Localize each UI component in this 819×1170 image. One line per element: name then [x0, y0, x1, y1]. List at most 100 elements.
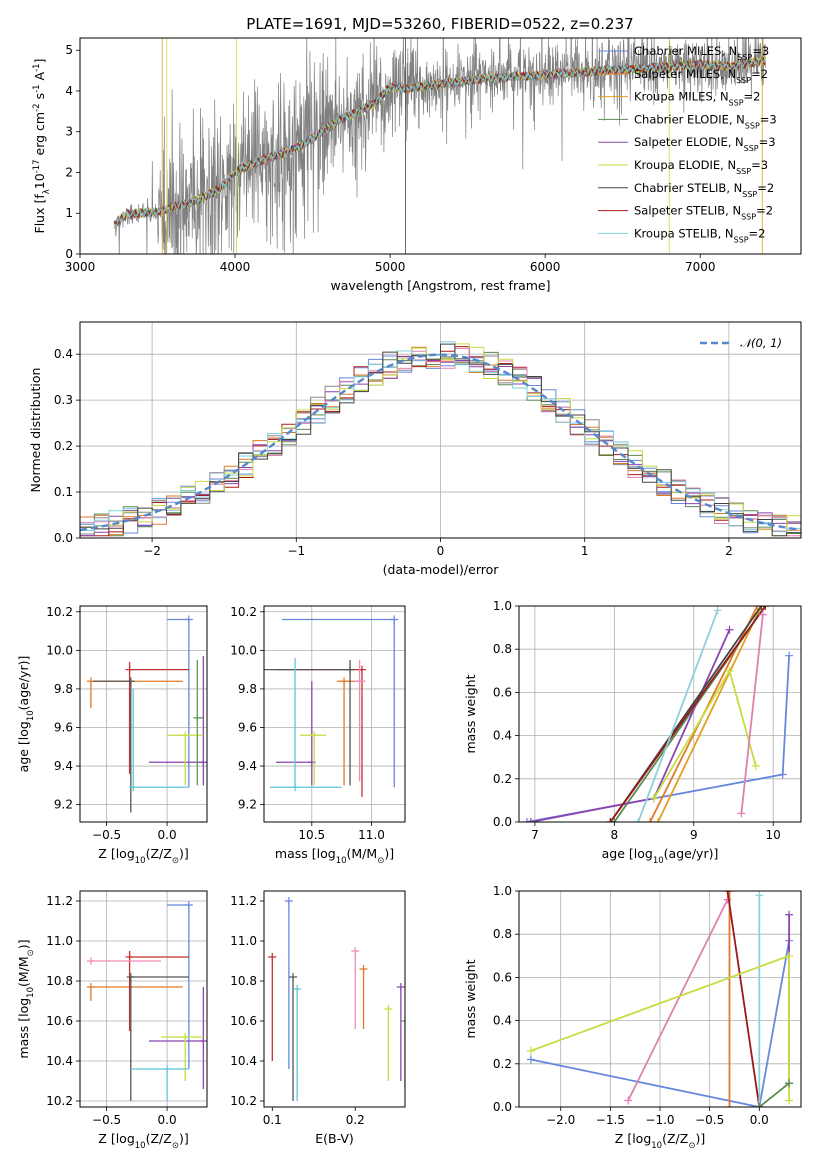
y-tick-label: 9.2: [238, 798, 257, 812]
y-tick-label: 10.6: [46, 1014, 73, 1028]
point-marker: [396, 983, 405, 991]
weight-marker: [757, 606, 766, 610]
point-marker: [199, 1037, 207, 1045]
point-marker: [125, 953, 134, 961]
y-tick-label: 11.2: [46, 894, 73, 908]
weight-series: [725, 891, 734, 1107]
x-tick-label: 0.0: [750, 1113, 769, 1127]
y-tick-label: 10.0: [46, 643, 73, 657]
legend-count: =3: [760, 112, 777, 126]
weight-marker: [755, 1103, 764, 1107]
x-tick-label: −0.5: [92, 828, 121, 842]
data-point: [336, 677, 355, 786]
weight-line: [657, 606, 763, 822]
y-tick-label: 10.2: [230, 1094, 257, 1108]
x-tick-label: 3000: [65, 260, 96, 274]
y-tick-label: 0.0: [493, 815, 512, 829]
weight-marker: [725, 666, 734, 675]
data-point: [161, 1033, 204, 1081]
weight-marker: [725, 891, 734, 895]
data-point: [125, 661, 189, 774]
y-tick-label: 10.8: [230, 974, 257, 988]
x-tick-label: −0.5: [695, 1113, 724, 1127]
weight-series: [606, 606, 770, 822]
x-tick-label: −2.0: [546, 1113, 575, 1127]
point-marker: [359, 965, 368, 973]
axes-frame: [79, 890, 208, 1108]
data-point: [293, 985, 302, 1101]
legend-label: Salpeter STELIB, N: [634, 204, 741, 218]
legend-entry: Chabrier MILES, NSSP=3: [634, 44, 769, 62]
point-marker: [268, 953, 277, 961]
y-tick-label: 0.0: [493, 1100, 512, 1114]
axes-frame: [518, 890, 802, 1108]
x-tick-label: 4000: [220, 260, 251, 274]
weight-line: [740, 614, 764, 814]
point-marker: [163, 1065, 172, 1073]
x-tick-label: 0.2: [346, 1113, 365, 1127]
point-marker: [126, 973, 135, 981]
data-point: [353, 660, 366, 782]
x-axis-label: Z [log10(Z/Z⊙)]: [615, 1131, 705, 1151]
data-point: [384, 1005, 393, 1081]
x-tick-label: 11.0: [358, 828, 385, 842]
legend-entry: Salpeter STELIB, NSSP=2: [634, 204, 773, 222]
weight-series: [654, 606, 766, 822]
point-marker: [284, 897, 293, 905]
weight-series: [650, 666, 760, 803]
legend-subscript: SSP: [742, 189, 757, 198]
point-marker: [340, 677, 349, 686]
weight-marker: [526, 818, 535, 822]
legend-label: Kroupa ELODIE, N: [634, 158, 736, 172]
weight-marker: [634, 818, 643, 822]
panel-6: −0.5 0.0 10.2 10.4 10.6 10.8 11.0 11.2 Z [log10(…: [16, 890, 208, 1151]
point-marker: [129, 783, 138, 792]
y-tick-label: 2: [65, 165, 73, 179]
y-tick-label: 10.6: [230, 1014, 257, 1028]
data-point: [148, 987, 207, 1089]
data-point: [351, 947, 360, 1029]
legend-subscript: SSP: [745, 121, 760, 130]
y-tick-label: 1.0: [493, 884, 512, 898]
data-point: [130, 1065, 189, 1101]
weight-series: [526, 625, 734, 822]
data-point: [284, 897, 293, 1069]
axes-frame: [79, 605, 208, 823]
y-tick-label: 0.4: [54, 347, 73, 361]
weight-marker: [725, 625, 734, 634]
weight-line: [530, 940, 790, 1107]
x-axis-label: (data-model)/error: [383, 562, 500, 577]
x-axis-label: mass [log10(M/M⊙)]: [275, 846, 394, 866]
point-marker: [346, 665, 355, 674]
legend: 𝒩(0, 1): [700, 336, 782, 350]
plot-area: [522, 606, 794, 822]
panel-1: 3000 4000 5000 6000 7000 0 1 2 3 4 5 wavelength [An…: [32, 37, 802, 293]
legend-count: =3: [752, 44, 769, 58]
x-tick-label: 6000: [530, 260, 561, 274]
weight-marker: [761, 606, 770, 610]
weight-series: [755, 891, 764, 1107]
weight-marker: [751, 761, 760, 770]
weight-marker: [753, 606, 762, 610]
legend-entry: Kroupa STELIB, NSSP=2: [634, 226, 765, 244]
y-tick-label: 0.4: [493, 729, 512, 743]
y-tick-label: 9.8: [238, 682, 257, 696]
plot-area: [86, 615, 207, 813]
legend-label: Kroupa MILES, N: [634, 90, 729, 104]
y-tick-label: 0.3: [54, 393, 73, 407]
data-point: [125, 951, 189, 1031]
x-tick-label: 0: [437, 544, 445, 558]
gaussian-reference-line: [80, 353, 799, 532]
legend-subscript: SSP: [734, 235, 749, 244]
x-tick-label: 2: [725, 544, 733, 558]
data-point: [193, 660, 204, 786]
y-tick-label: 9.2: [54, 798, 73, 812]
x-tick-label: 0.1: [263, 1113, 282, 1127]
data-point: [86, 957, 162, 965]
weight-series: [737, 610, 767, 818]
y-tick-label: 9.4: [54, 759, 73, 773]
figure-title: PLATE=1691, MJD=53260, FIBERID=0522, z=0…: [246, 15, 633, 33]
x-axis-label: Z [log10(Z/Z⊙)]: [98, 1131, 188, 1151]
plot-area: [80, 341, 801, 537]
